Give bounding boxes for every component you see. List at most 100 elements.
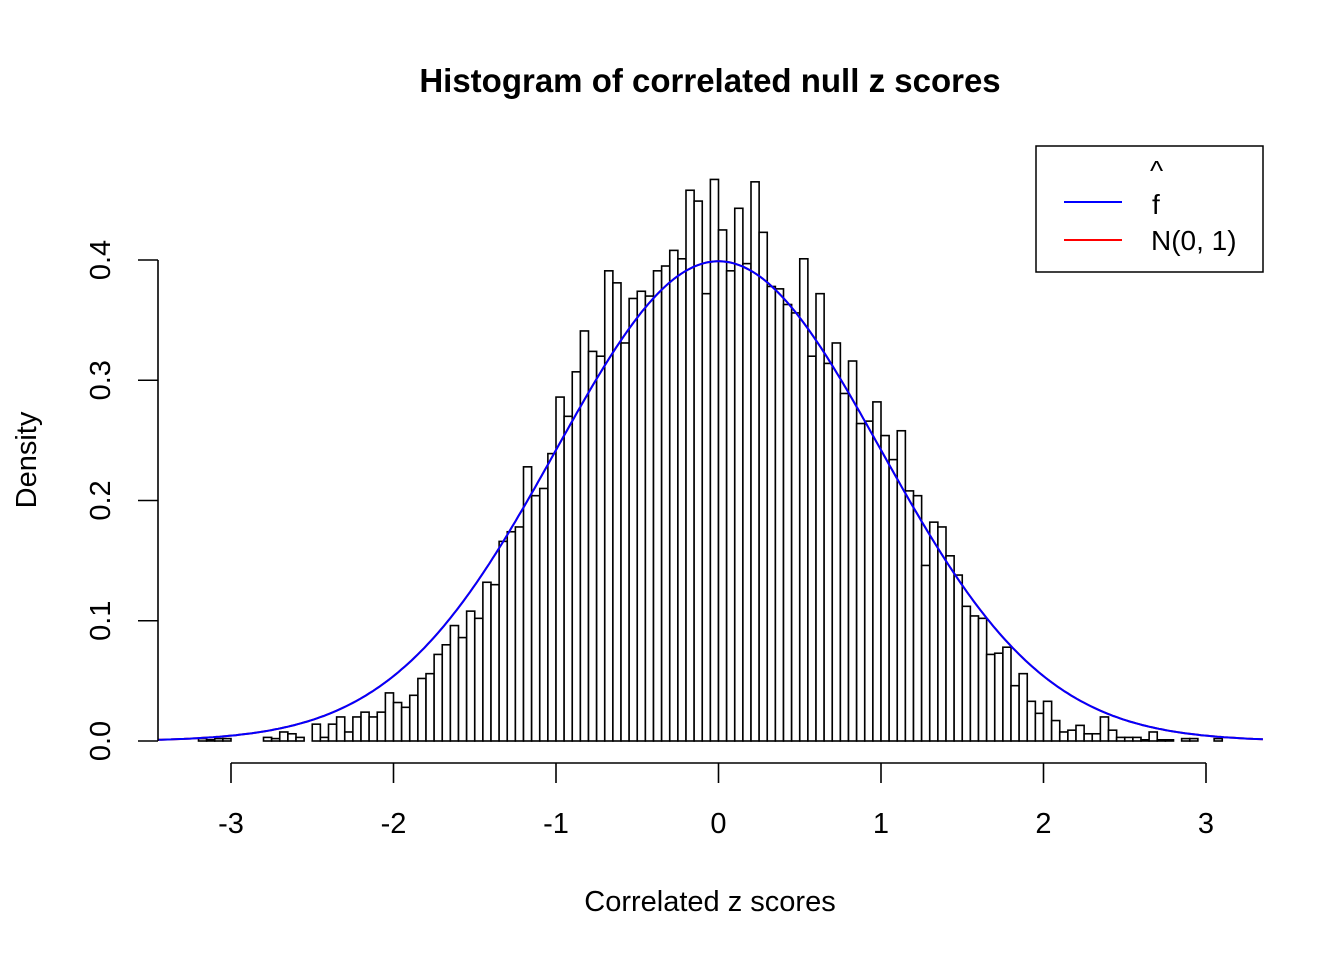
histogram-bar — [482, 581, 492, 742]
histogram-bar — [400, 706, 411, 742]
histogram-bar — [685, 189, 695, 742]
histogram-bar — [620, 342, 630, 742]
histogram-bar — [278, 731, 289, 742]
histogram-bar — [1148, 731, 1159, 742]
histogram-bar — [352, 716, 362, 742]
histogram-bar — [1010, 684, 1020, 742]
histogram-bar — [839, 392, 850, 742]
legend-label-fhat: f — [1152, 189, 1160, 220]
histogram-bar — [1091, 732, 1102, 742]
histogram-bar — [384, 692, 395, 742]
histogram-bar — [1018, 672, 1029, 742]
histogram-bar — [668, 249, 679, 742]
legend-box — [1035, 145, 1264, 273]
histogram-bar — [709, 178, 720, 742]
histogram-bar — [880, 434, 890, 742]
y-tick-label: 0.4 — [85, 240, 117, 280]
histogram-bar — [1067, 729, 1077, 742]
histogram-bar — [360, 711, 370, 742]
chart-title: Histogram of correlated null z scores — [419, 62, 1000, 99]
histogram-bar — [547, 452, 557, 742]
histogram-bar — [603, 270, 614, 742]
histogram-bar — [717, 229, 728, 742]
y-tick-label: 0.3 — [85, 360, 117, 400]
x-tick-label: -3 — [218, 808, 244, 840]
histogram-bar — [961, 605, 972, 742]
histogram-bar — [766, 285, 777, 742]
histogram-bar — [530, 494, 541, 742]
histogram-bar — [473, 617, 484, 742]
histogram-bar — [319, 736, 330, 742]
histogram-bar — [1115, 736, 1126, 742]
histogram-bar — [270, 737, 281, 742]
y-tick-label: 0.0 — [85, 721, 117, 761]
histogram-bar — [295, 736, 305, 742]
histogram-bar — [1034, 712, 1045, 742]
y-tick-label: 0.2 — [85, 480, 117, 520]
histogram-bar — [514, 526, 525, 742]
histogram-bar — [807, 355, 817, 742]
histogram-bar — [287, 732, 297, 742]
histogram-bar — [758, 231, 769, 742]
histogram-bar — [920, 564, 931, 742]
x-axis-label: Correlated z scores — [584, 886, 835, 918]
y-tick-label: 0.1 — [85, 601, 117, 641]
histogram-bar — [628, 297, 639, 742]
histogram-bar — [750, 181, 760, 742]
histogram-bar — [506, 530, 517, 742]
histogram-bar — [831, 342, 842, 742]
histogram-bar — [213, 737, 224, 742]
histogram-bar — [205, 738, 216, 742]
legend-label-fhat-accent: ^ — [1150, 155, 1163, 186]
x-tick-label: 0 — [710, 808, 726, 840]
legend: ^ f N(0, 1) — [1035, 145, 1264, 273]
histogram-bar — [1002, 646, 1012, 742]
histogram-bar — [928, 521, 939, 742]
histogram-bar — [660, 265, 671, 742]
histogram-bar — [823, 362, 834, 742]
x-tick-label: 2 — [1035, 808, 1051, 840]
histogram-bar — [441, 643, 452, 742]
histogram-bar — [969, 615, 980, 742]
histogram-bar — [1050, 719, 1061, 742]
histogram-bar — [449, 624, 460, 742]
histogram-bar — [1026, 700, 1037, 742]
histogram-bar — [490, 583, 500, 742]
histogram-bar — [977, 617, 988, 742]
histogram-bar — [896, 429, 907, 742]
x-tick-label: -1 — [543, 808, 569, 840]
bars-group — [197, 178, 1224, 742]
histogram-bar — [327, 723, 338, 742]
histogram-bar — [798, 257, 809, 742]
histogram-bar — [847, 360, 858, 742]
histogram-bar — [790, 312, 801, 742]
histogram-bar — [571, 371, 582, 742]
histogram-bar — [376, 711, 387, 742]
histogram-bar — [782, 303, 793, 742]
histogram-bar — [742, 262, 752, 742]
histogram-bar — [863, 420, 874, 742]
y-axis: 0.0 0.1 0.2 0.3 0.4 — [85, 240, 159, 761]
histogram-bar — [522, 466, 533, 742]
histogram-bar — [262, 736, 273, 742]
histogram-bar — [872, 401, 882, 742]
histogram-bar — [1164, 738, 1175, 742]
histogram-bar — [222, 737, 232, 742]
histogram-bar — [855, 422, 866, 742]
histogram-bar — [636, 290, 647, 742]
histogram-bar — [1213, 737, 1224, 742]
histogram-bar — [425, 672, 435, 742]
histogram-bar — [725, 270, 736, 742]
histogram-bar — [677, 257, 687, 742]
histogram-bar — [392, 701, 403, 742]
histogram-bar — [993, 652, 1004, 742]
density-curve-fhat — [157, 260, 1263, 741]
histogram-bar — [538, 487, 549, 742]
histogram-bar — [498, 540, 509, 742]
histogram-bar — [953, 574, 964, 742]
histogram-bar — [945, 555, 955, 742]
histogram-bar — [693, 200, 704, 742]
histogram-bar — [652, 270, 663, 742]
histogram-bar — [311, 723, 322, 742]
